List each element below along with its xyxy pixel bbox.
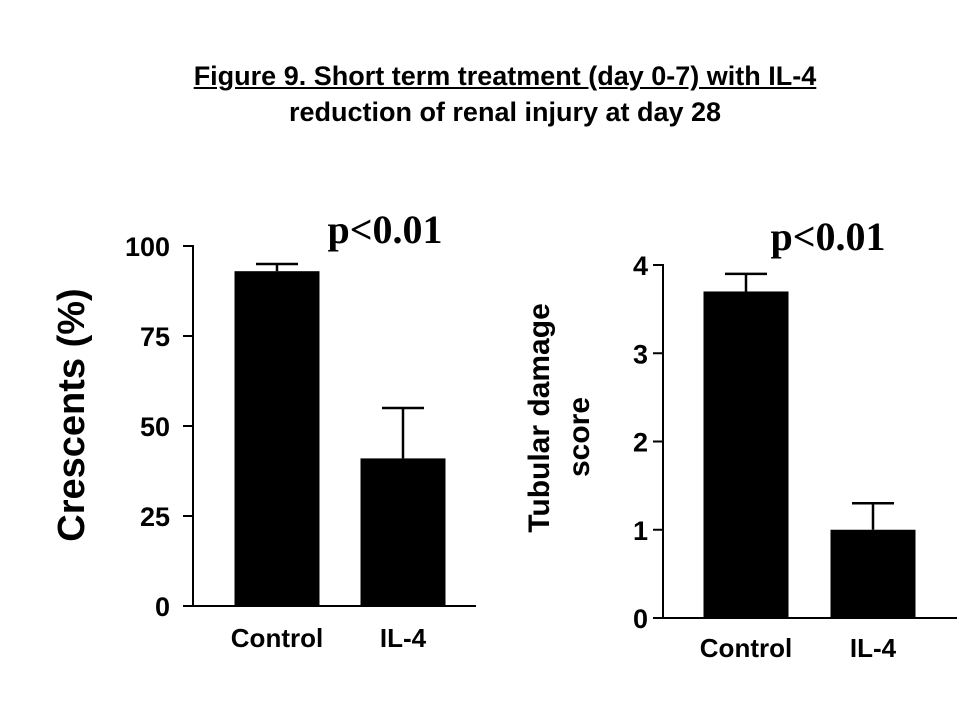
y-tick-label: 4 [633,251,648,281]
y-tick-label: 0 [633,604,648,634]
y-axis-title-line-2: score [563,397,596,477]
bar-il-4 [360,458,446,606]
x-category-label: IL-4 [380,623,427,653]
y-tick-label: 2 [633,428,648,458]
x-category-label: IL-4 [850,633,897,663]
x-category-label: Control [700,633,792,663]
p-value-annotation: p<0.01 [770,214,885,259]
y-tick-label: 50 [140,412,170,442]
y-tick-label: 75 [140,322,170,352]
p-value-annotation: p<0.01 [327,207,442,252]
y-tick-label: 100 [125,232,170,262]
crescents-chart: Crescents (%) p<0.01 0 25 50 75 100 Control IL… [51,207,476,653]
bar-control [234,271,320,606]
tubular-damage-chart: Tubular damage score p<0.01 0 1 2 3 4 Control… [523,214,957,663]
y-tick-label: 0 [155,592,170,622]
y-tick-label: 25 [140,502,170,532]
title-line-2: reduction of renal injury at day 28 [288,97,722,127]
page-title: Figure 9. Short term treatment (day 0-7)… [0,58,959,130]
y-axis-title-line-1: Tubular damage [523,303,556,532]
y-axis-title: Crescents (%) [51,288,93,541]
bar-il-4 [830,529,916,618]
title-line-1: Figure 9. Short term treatment (day 0-7)… [193,61,817,91]
y-tick-label: 1 [633,516,648,546]
y-tick-label: 3 [633,339,648,369]
x-category-label: Control [231,623,323,653]
bar-control [703,291,789,618]
